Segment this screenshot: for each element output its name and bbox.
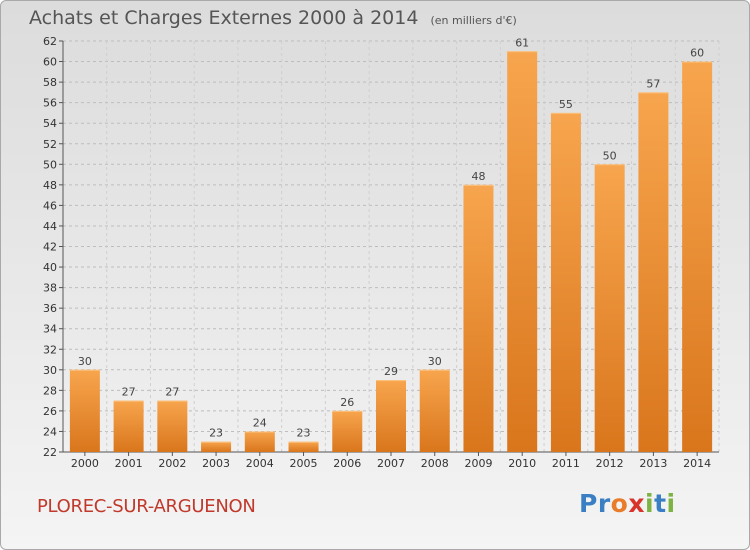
value-label: 29	[384, 365, 398, 378]
y-tick-label: 62	[43, 35, 57, 48]
chart-subtitle: (en milliers d'€)	[430, 14, 517, 27]
x-tick-label: 2012	[596, 457, 624, 470]
x-tick-label: 2005	[290, 457, 318, 470]
y-tick-label: 34	[43, 323, 57, 336]
bar	[332, 410, 363, 452]
x-tick-label: 2014	[683, 457, 711, 470]
logo-letter: r	[597, 489, 611, 518]
value-label: 50	[603, 149, 617, 162]
proxiti-logo: Proxiti	[579, 489, 676, 518]
y-tick-label: 48	[43, 179, 57, 192]
logo-letter: o	[610, 489, 629, 518]
y-tick-label: 42	[43, 241, 57, 254]
value-label: 30	[428, 355, 442, 368]
bar	[550, 112, 581, 453]
value-label: 26	[340, 396, 354, 409]
bar	[594, 164, 625, 453]
bar	[682, 61, 713, 453]
y-tick-label: 36	[43, 302, 57, 315]
bar	[157, 400, 188, 452]
chart-title: Achats et Charges Externes 2000 à 2014 (…	[29, 7, 517, 29]
value-label: 60	[690, 47, 704, 60]
y-tick-label: 26	[43, 405, 57, 418]
x-tick-label: 2000	[71, 457, 99, 470]
x-tick-label: 2006	[333, 457, 361, 470]
y-tick-label: 58	[43, 76, 57, 89]
bars	[69, 51, 713, 453]
logo-letter: t	[654, 489, 667, 518]
x-tick-label: 2002	[158, 457, 186, 470]
y-tick-label: 30	[43, 364, 57, 377]
x-tick-label: 2008	[421, 457, 449, 470]
value-label: 24	[253, 416, 267, 429]
logo-letter: x	[628, 489, 645, 518]
y-tick-label: 32	[43, 343, 57, 356]
y-tick-label: 38	[43, 282, 57, 295]
bar	[507, 51, 538, 453]
labels: 30 2000 27 2001 27 2002 23 2003 24 2004 23 2005 26 20…	[71, 36, 711, 470]
value-label: 27	[165, 386, 179, 399]
value-label: 23	[297, 427, 311, 440]
bar	[376, 380, 406, 452]
value-label: 48	[471, 170, 485, 183]
y-tick-label: 24	[43, 425, 57, 438]
y-tick-label: 40	[43, 261, 57, 274]
value-label: 30	[78, 355, 92, 368]
y-tick-label: 56	[43, 97, 57, 110]
y-tick-label: 54	[43, 117, 57, 130]
y-tick-label: 28	[43, 384, 57, 397]
x-tick-label: 2007	[377, 457, 405, 470]
value-label: 55	[559, 98, 573, 111]
x-tick-label: 2013	[639, 457, 667, 470]
bar	[113, 400, 144, 452]
x-tick-label: 2009	[464, 457, 492, 470]
chart-title-text: Achats et Charges Externes 2000 à 2014	[29, 7, 419, 29]
logo-letter: i	[666, 489, 676, 518]
bar	[463, 184, 494, 452]
logo-letter: P	[579, 489, 598, 518]
x-tick-label: 2003	[202, 457, 230, 470]
y-tick-label: 22	[43, 446, 57, 459]
bar	[419, 369, 450, 452]
value-label: 57	[646, 77, 660, 90]
bar	[288, 441, 319, 452]
logo-letter: i	[645, 489, 655, 518]
x-tick-label: 2001	[115, 457, 143, 470]
bar	[201, 441, 232, 452]
value-label: 27	[122, 386, 136, 399]
x-tick-label: 2010	[508, 457, 536, 470]
y-tick-label: 60	[43, 56, 57, 69]
commune-name: PLOREC-SUR-ARGUENON	[37, 496, 256, 517]
bar	[244, 431, 275, 452]
bar	[638, 92, 669, 452]
y-tick-label: 50	[43, 158, 57, 171]
value-label: 23	[209, 427, 223, 440]
y-tick-label: 44	[43, 220, 57, 233]
y-tick-label: 46	[43, 199, 57, 212]
x-tick-label: 2004	[246, 457, 274, 470]
value-label: 61	[515, 36, 529, 49]
x-tick-label: 2011	[552, 457, 580, 470]
bar	[69, 369, 100, 452]
y-tick-label: 52	[43, 138, 57, 151]
